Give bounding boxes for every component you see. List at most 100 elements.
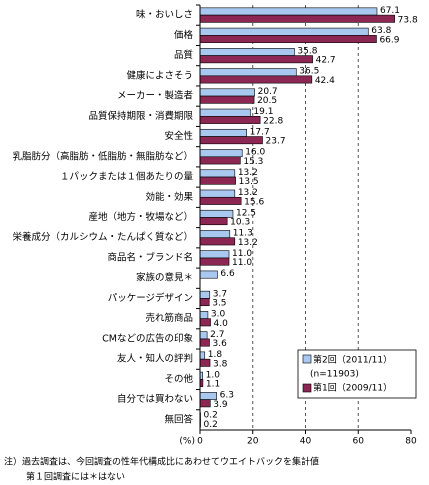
data-label: 16.0 (245, 148, 265, 158)
bar (199, 176, 236, 185)
bar (199, 7, 378, 16)
legend-label: 第1回（2009/11） (313, 382, 392, 394)
data-label: 11.0 (232, 249, 252, 259)
bar (199, 156, 241, 165)
data-label: 4.0 (214, 319, 229, 329)
data-label: 3.9 (213, 400, 228, 410)
y-tick-label: 価格 (174, 29, 194, 41)
x-tick-label: 40 (300, 437, 312, 447)
x-tick-label: 60 (353, 437, 365, 447)
data-label: 73.8 (398, 15, 418, 25)
data-label: 15.6 (244, 197, 264, 207)
data-label: 23.7 (266, 137, 286, 147)
y-tick-label: 栄養成分（カルシウム・たんぱく質など） (12, 231, 193, 243)
legend-swatch (302, 354, 312, 364)
bar (199, 48, 295, 56)
y-tick-label: 乳脂肪分（高脂肪・低脂肪・無脂肪など） (12, 150, 193, 162)
bar (199, 351, 206, 360)
y-tick-label: 安全性 (164, 130, 193, 142)
y-tick-label: 自分では買わない (117, 393, 193, 405)
data-label: 13.5 (239, 177, 259, 187)
bar (199, 399, 211, 408)
data-label: 17.7 (250, 127, 270, 137)
y-tick-label: 友人・知人の評判 (117, 353, 193, 365)
data-label: 66.9 (379, 36, 399, 46)
note: 注）過去調査は、今回調査の性年代構成比にあわせてウエイトバックを集計値 (4, 456, 319, 468)
bar (199, 257, 230, 266)
bar (199, 136, 263, 145)
x-tick-label: 20 (247, 437, 259, 447)
data-label: 3.5 (212, 299, 226, 309)
y-tick-label: 商品名・ブランド名 (107, 251, 193, 263)
x-tick-label: 0 (197, 437, 203, 447)
data-label: 35.8 (297, 46, 317, 56)
y-tick-label: 効能・効果 (145, 191, 193, 203)
bar (199, 116, 261, 124)
bar (199, 169, 236, 178)
data-label: 2.7 (210, 330, 224, 340)
data-label: 13.2 (238, 168, 258, 178)
bar (199, 338, 210, 347)
data-label: 1.8 (208, 350, 223, 360)
bar (199, 95, 255, 104)
data-label: 11.3 (233, 229, 253, 239)
legend-box (297, 349, 417, 399)
bar (199, 311, 209, 319)
y-tick-label: 味・おいしさ (136, 9, 193, 21)
bar (199, 392, 217, 400)
bar (199, 128, 247, 137)
bar (199, 237, 236, 246)
y-tick-label: 品質保持期限・消費期限 (88, 110, 193, 122)
bar (199, 149, 243, 158)
y-tick-label: 産地（地方・牧場など） (88, 211, 193, 223)
data-label: 63.8 (371, 26, 391, 36)
y-tick-label: １パックまたは１個あたりの量 (60, 171, 194, 183)
bar (199, 290, 211, 299)
x-axis-label: (%) (179, 437, 195, 447)
legend-label: 第2回（2011/11） (313, 354, 392, 366)
data-label: 67.1 (380, 6, 400, 16)
y-tick-label: 品質 (174, 49, 193, 61)
y-tick-label: 売れ筋商品 (145, 312, 193, 324)
data-label: 15.3 (243, 157, 263, 167)
data-label: 1.1 (206, 380, 220, 390)
y-tick-label: 健康によさそう (126, 69, 193, 81)
data-label: 20.5 (257, 96, 277, 106)
bar (199, 35, 377, 43)
data-label: 13.2 (238, 238, 258, 248)
y-tick-label: 無回答 (164, 413, 193, 425)
data-label: 10.3 (230, 218, 250, 228)
data-label: 22.8 (263, 116, 283, 126)
data-label: 6.3 (220, 391, 234, 401)
data-label: 3.8 (213, 359, 228, 369)
bar (199, 88, 255, 97)
bar (199, 14, 395, 23)
y-tick-label: メーカー・製造者 (117, 90, 193, 102)
bar (199, 189, 236, 198)
data-label: 6.6 (220, 269, 235, 279)
bar (199, 55, 313, 64)
legend-swatch (302, 383, 312, 393)
data-label: 12.5 (236, 208, 256, 218)
bar (199, 250, 230, 259)
data-label: 19.1 (253, 107, 273, 117)
bar (199, 298, 210, 307)
bar (199, 196, 242, 205)
bar (199, 358, 211, 367)
bar (199, 270, 218, 279)
data-label: 0.2 (204, 411, 218, 421)
bar (199, 68, 297, 77)
legend-note: (n=11903) (310, 370, 359, 380)
y-tick-label: 家族の意見＊ (136, 272, 193, 284)
data-label: 42.7 (316, 56, 336, 66)
data-label: 1.0 (206, 370, 221, 380)
x-tick-label: 80 (405, 437, 417, 447)
data-label: 42.4 (315, 76, 335, 86)
data-label: 3.7 (213, 289, 227, 299)
bar (199, 27, 369, 36)
data-label: 13.2 (238, 188, 258, 198)
note: 第１回調査には＊はない (26, 471, 125, 483)
bar (199, 318, 211, 327)
bar (199, 75, 313, 84)
